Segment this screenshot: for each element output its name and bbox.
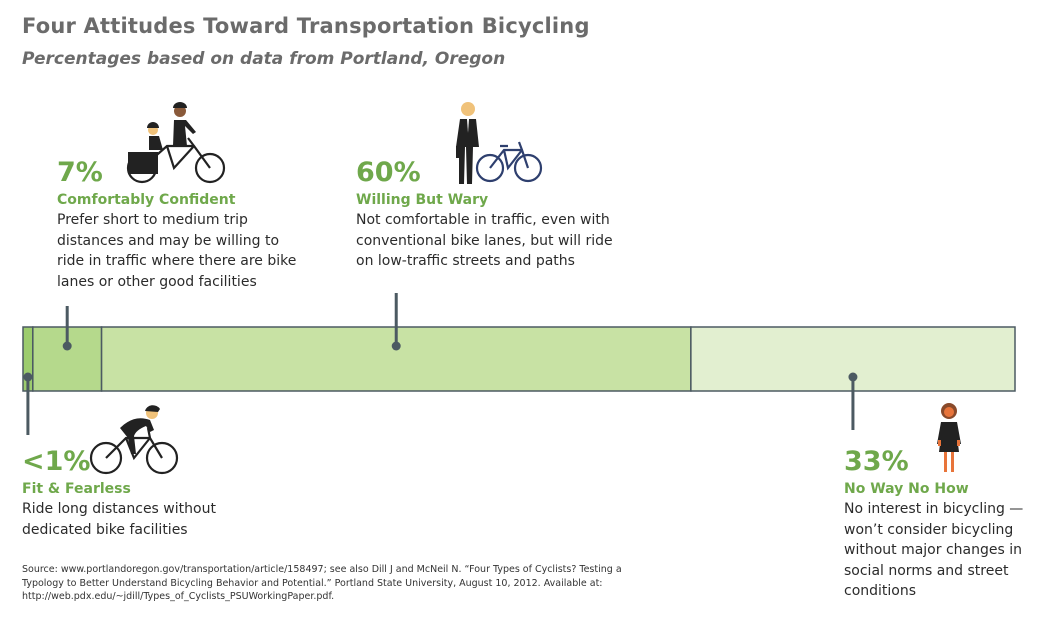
standing-woman-icon [937, 403, 961, 472]
desc-line: conditions [844, 583, 917, 599]
description-no-way-no-how: No interest in bicycling — won’t conside… [844, 499, 1023, 602]
chart-subtitle: Percentages based on data from Portland,… [22, 49, 506, 69]
chart-title: Four Attitudes Toward Transportation Bic… [22, 14, 590, 38]
source-note: Source: www.portlandoregon.gov/transport… [22, 564, 622, 602]
segment-willing-but-wary: 60% Willing But Wary Not comfortable in … [356, 158, 613, 272]
leader-dot-no-way-no-how [848, 372, 858, 382]
desc-line: Ride long distances without [22, 501, 216, 517]
desc-line: won’t consider bicycling [844, 521, 1014, 538]
value-label-willing-but-wary: 60% [356, 157, 421, 188]
desc-line: Not comfortable in traffic, even with [356, 212, 610, 228]
description-comfortably-confident: Prefer short to medium trip distances an… [57, 210, 296, 292]
segment-comfortably-confident: 7% Comfortably Confident Prefer short to… [57, 158, 296, 292]
desc-line: No interest in bicycling — [844, 501, 1024, 517]
leader-dot-comfortably-confident [62, 341, 72, 351]
value-label-comfortably-confident: 7% [57, 157, 103, 188]
value-label-no-way-no-how: 33% [844, 446, 909, 477]
desc-line: lanes or other good facilities [57, 273, 257, 290]
segment-no-way-no-how: 33% No Way No How No interest in bicycli… [844, 447, 1023, 602]
leader-dot-fit-fearless [23, 372, 33, 382]
segment-fit-and-fearless: <1% Fit & Fearless Ride long distances w… [22, 447, 216, 540]
description-willing-but-wary: Not comfortable in traffic, even with co… [356, 210, 613, 272]
racing-cyclist-icon [89, 405, 179, 475]
business-commuter-bike-icon [456, 102, 543, 184]
desc-line: ride in traffic where there are bike [57, 253, 297, 269]
desc-line: dedicated bike facilities [22, 521, 188, 538]
tandem-cyclists-icon [126, 102, 226, 184]
category-label-willing-but-wary: Willing But Wary [356, 192, 489, 208]
desc-line: without major changes in [844, 542, 1022, 558]
desc-line: distances and may be willing to [57, 232, 280, 249]
description-fit-and-fearless: Ride long distances without dedicated bi… [22, 499, 216, 540]
desc-line: conventional bike lanes, but will ride [356, 232, 613, 249]
category-label-fit-and-fearless: Fit & Fearless [22, 481, 131, 497]
desc-line: on low-traffic streets and paths [356, 253, 575, 269]
leader-dot-willing-but-wary [391, 341, 401, 351]
desc-line: Prefer short to medium trip [57, 212, 248, 228]
category-label-no-way-no-how: No Way No How [844, 481, 969, 497]
value-label-fit-and-fearless: <1% [22, 446, 91, 477]
category-label-comfortably-confident: Comfortably Confident [57, 192, 236, 208]
desc-line: social norms and street [844, 562, 1009, 579]
